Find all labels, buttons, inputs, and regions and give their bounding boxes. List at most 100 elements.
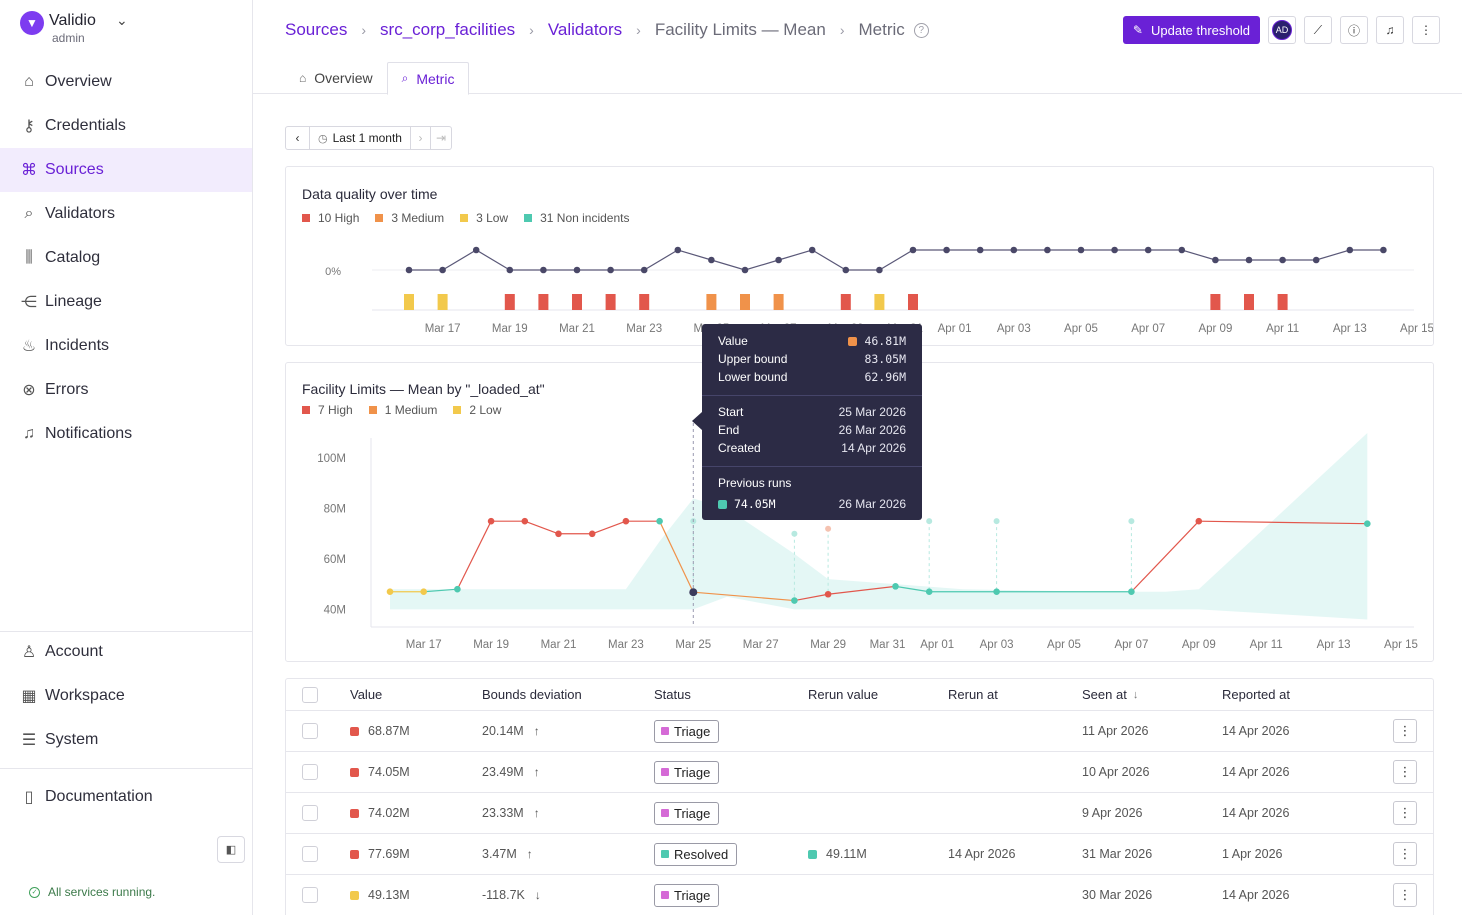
col-rerun-at[interactable]: Rerun at	[948, 687, 998, 702]
x-tick-label: Apr 15	[1384, 639, 1418, 651]
col-bounds[interactable]: Bounds deviation	[482, 687, 582, 702]
table-row[interactable]: 49.13M -118.7K ↓ Triage 30 Mar 2026 14 Apr 20…	[286, 875, 1433, 915]
sidebar-item-incidents[interactable]: ♨ Incidents	[0, 324, 252, 368]
status-badge[interactable]: Triage	[654, 760, 720, 784]
catalog-icon: ⫼	[25, 249, 33, 266]
range-prev-button[interactable]: ‹	[286, 127, 310, 149]
row-actions-button[interactable]: ⋮	[1393, 883, 1417, 907]
sidebar-item-lineage[interactable]: ⋲ Lineage	[0, 280, 252, 324]
table-row[interactable]: 74.05M 23.49M ↑ Triage 10 Apr 2026 14 Apr 202…	[286, 752, 1433, 793]
table-header: Value Bounds deviation Status Rerun valu…	[286, 679, 1433, 711]
col-seen-at[interactable]: Seen at ↓	[1082, 679, 1138, 710]
y-tick-label: 0%	[325, 266, 341, 278]
quality-point	[640, 266, 648, 274]
row-checkbox[interactable]	[302, 805, 318, 821]
quality-point	[1312, 256, 1320, 264]
breadcrumb-source[interactable]: src_corp_facilities	[380, 20, 516, 39]
mute-button[interactable]: ⟋	[1304, 16, 1332, 44]
select-all-checkbox[interactable]	[302, 686, 318, 703]
sidebar-item-errors[interactable]: ⊗ Errors	[0, 368, 252, 412]
sidebar-item-credentials[interactable]: ⚷ Credentials	[0, 104, 252, 148]
more-button[interactable]: ⋮	[1412, 16, 1440, 44]
tooltip-created: 14 Apr 2026	[841, 441, 906, 455]
sidebar-item-sources[interactable]: ⌘ Sources	[0, 148, 252, 192]
metric-segment	[794, 593, 829, 602]
row-actions-button[interactable]: ⋮	[1393, 760, 1417, 784]
skip-end-icon: ⇥	[435, 131, 447, 145]
help-icon[interactable]: ?	[913, 22, 929, 38]
table-row[interactable]: 74.02M 23.33M ↑ Triage 9 Apr 2026 14 Apr 2026…	[286, 793, 1433, 834]
legend-item[interactable]: 2 Low	[453, 403, 501, 417]
range-select[interactable]: ◷ Last 1 month	[310, 127, 411, 149]
tooltip-label: Value	[718, 334, 748, 348]
tooltip-upper-row: Upper bound 83.05M	[718, 350, 906, 368]
legend-item[interactable]: 10 High	[302, 211, 359, 225]
sidebar-item-label: Workspace	[45, 687, 125, 704]
tooltip-label: Created	[718, 441, 761, 455]
row-checkbox[interactable]	[302, 723, 318, 739]
sidebar: ▼ Validio admin ⌄ ⌂ Overview ⚷ Credentials…	[0, 0, 253, 915]
notifications-button[interactable]: ♫	[1376, 16, 1404, 44]
metric-chart-title: Facility Limits — Mean by "_loaded_at"	[302, 381, 545, 397]
page-header: Sources › src_corp_facilities › Validato…	[253, 0, 1462, 95]
row-actions-button[interactable]: ⋮	[1393, 842, 1417, 866]
sidebar-item-account[interactable]: ♙ Account	[0, 630, 252, 674]
row-checkbox[interactable]	[302, 764, 318, 780]
breadcrumb-validators[interactable]: Validators	[547, 20, 623, 39]
status-badge[interactable]: Triage	[654, 719, 720, 743]
sidebar-item-documentation[interactable]: ▯ Documentation	[0, 775, 252, 819]
legend-item[interactable]: 3 Low	[460, 211, 508, 225]
legend-item[interactable]: 1 Medium	[368, 403, 437, 417]
row-actions-button[interactable]: ⋮	[1393, 719, 1417, 743]
row-checkbox[interactable]	[302, 846, 318, 862]
col-value[interactable]: Value	[350, 687, 383, 702]
status-badge[interactable]: Triage	[654, 801, 720, 825]
collapse-sidebar-button[interactable]: ◧	[217, 836, 245, 863]
sidebar-item-system[interactable]: ☰ System	[0, 718, 252, 762]
info-button[interactable]: ⓘ	[1340, 16, 1368, 44]
home-icon: ⌂	[299, 71, 307, 85]
range-latest-button[interactable]: ⇥	[431, 127, 451, 149]
legend-swatch	[460, 214, 469, 222]
sidebar-item-notifications[interactable]: ♫ Notifications	[0, 412, 252, 456]
tab-overview[interactable]: ⌂ Overview	[285, 62, 387, 94]
row-checkbox[interactable]	[302, 887, 318, 903]
status-badge[interactable]: Resolved	[654, 842, 738, 866]
metric-point	[1195, 517, 1203, 525]
tooltip-start-row: Start 25 Mar 2026	[718, 403, 906, 421]
sidebar-item-workspace[interactable]: ▦ Workspace	[0, 674, 252, 718]
tooltip-prev-date: 26 Mar 2026	[838, 497, 906, 511]
sidebar-item-catalog[interactable]: ⫼ Catalog	[0, 236, 252, 280]
sidebar-item-validators[interactable]: ⌕ Validators	[0, 192, 252, 236]
col-rerun-value[interactable]: Rerun value	[808, 687, 879, 702]
metric-point	[824, 590, 832, 598]
legend-item[interactable]: 3 Medium	[375, 211, 444, 225]
legend-item[interactable]: 7 High	[302, 403, 353, 417]
status-badge[interactable]: Triage	[654, 883, 720, 907]
rerun-point	[791, 530, 798, 537]
severity-swatch	[350, 808, 359, 818]
legend-swatch	[524, 214, 533, 222]
status-swatch	[661, 809, 669, 817]
book-icon: ▯	[24, 789, 34, 806]
row-value: 68.87M	[368, 724, 410, 738]
tooltip-value: 46.81M	[864, 334, 906, 348]
table-row[interactable]: 68.87M 20.14M ↑ Triage 11 Apr 2026 14 Apr 202…	[286, 711, 1433, 752]
row-rerun-at: 14 Apr 2026	[948, 847, 1016, 861]
table-row[interactable]: 77.69M 3.47M ↑ Resolved 49.11M 14 Apr 2026 31 …	[286, 834, 1433, 875]
rerun-point	[825, 525, 832, 532]
col-reported-at[interactable]: Reported at	[1222, 687, 1290, 702]
col-status[interactable]: Status	[654, 687, 691, 702]
row-actions-button[interactable]: ⋮	[1393, 801, 1417, 825]
range-next-button[interactable]: ›	[411, 127, 431, 149]
tab-metric[interactable]: ⌕ Metric	[386, 62, 470, 95]
breadcrumb-sources[interactable]: Sources	[285, 20, 348, 39]
legend-item[interactable]: 31 Non incidents	[524, 211, 629, 225]
workspace-switcher[interactable]: ▼ Validio admin ⌄	[20, 11, 128, 45]
kebab-icon: ⋮	[1398, 764, 1412, 779]
update-threshold-button[interactable]: ✎ Update threshold	[1122, 16, 1260, 44]
sidebar-item-overview[interactable]: ⌂ Overview	[0, 60, 252, 104]
quality-point	[943, 246, 950, 254]
avatar[interactable]: AD	[1268, 16, 1296, 44]
